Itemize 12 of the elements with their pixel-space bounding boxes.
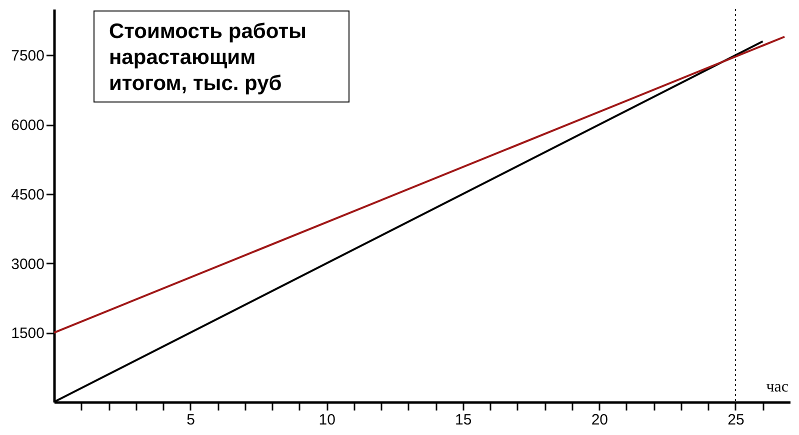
y-axis-title: Стоимость работы нарастающим итогом, тыс. руб [109, 20, 306, 95]
x-tick-label: 5 [186, 412, 195, 428]
x-tick-label: 20 [591, 412, 608, 428]
y-tick-label: 7500 [11, 48, 44, 65]
x-axis-title: час [766, 378, 788, 396]
y-tick-label: 3000 [11, 256, 44, 273]
x-tick-label: 15 [455, 412, 472, 428]
y-tick-label: 4500 [11, 186, 44, 204]
y-tick-label: 1500 [11, 325, 44, 342]
x-tick-label: 25 [728, 412, 744, 428]
y-tick-label: 6000 [11, 117, 44, 134]
x-tick-label: 10 [318, 412, 336, 428]
